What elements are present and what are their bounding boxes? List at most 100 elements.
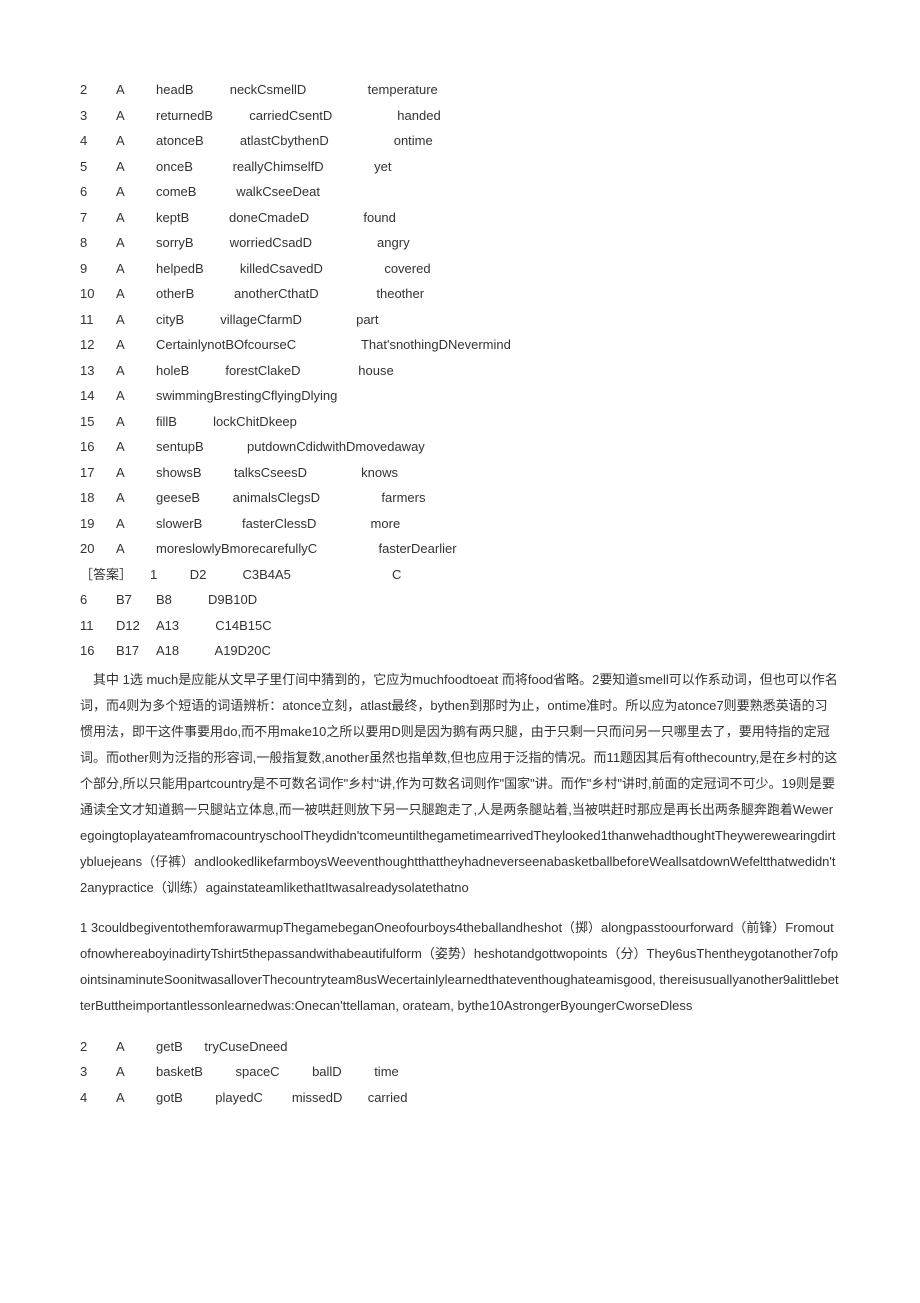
answer-row-text: 1 D2 C3B4A5 C (150, 565, 401, 585)
answer-line-4: 16 B17 A18 A19D20C (80, 641, 840, 661)
question-list-2: 2AgetB tryCuseDneed3AbasketB spaceC ball… (80, 1037, 840, 1108)
option-text: swimmingBrestingCflyingDlying (156, 386, 337, 406)
question-number: 15 (80, 412, 116, 432)
question-row: 9AhelpedB killedCsavedD covered (80, 259, 840, 279)
option-label: A (116, 514, 156, 534)
option-label: A (116, 182, 156, 202)
question-number: 14 (80, 386, 116, 406)
option-text: keptB doneCmadeD found (156, 208, 396, 228)
option-label: A (116, 208, 156, 228)
question-number: 3 (80, 1062, 116, 1082)
option-text: holeB forestClakeD house (156, 361, 394, 381)
answer-text: A13 C14B15C (156, 616, 272, 636)
answer-num: 11 (80, 616, 116, 636)
option-label: A (116, 386, 156, 406)
option-text: slowerB fasterClessD more (156, 514, 400, 534)
question-number: 19 (80, 514, 116, 534)
question-number: 4 (80, 131, 116, 151)
option-text: moreslowlyBmorecarefullyC fasterDearlier (156, 539, 457, 559)
question-row: 19AslowerB fasterClessD more (80, 514, 840, 534)
question-number: 9 (80, 259, 116, 279)
option-label: A (116, 1062, 156, 1082)
option-text: sorryB worriedCsadD angry (156, 233, 410, 253)
question-row: 8AsorryB worriedCsadD angry (80, 233, 840, 253)
option-label: A (116, 1037, 156, 1057)
option-label: A (116, 284, 156, 304)
question-row: 11AcityB villageCfarmD part (80, 310, 840, 330)
question-row: 17AshowsB talksCseesD knows (80, 463, 840, 483)
answer-code: B7 (116, 590, 156, 610)
option-label: A (116, 488, 156, 508)
option-text: helpedB killedCsavedD covered (156, 259, 431, 279)
answer-line-2: 6 B7 B8 D9B10D (80, 590, 840, 610)
question-number: 16 (80, 437, 116, 457)
option-label: A (116, 233, 156, 253)
question-number: 20 (80, 539, 116, 559)
question-row: 2AgetB tryCuseDneed (80, 1037, 840, 1057)
question-number: 12 (80, 335, 116, 355)
question-number: 10 (80, 284, 116, 304)
option-label: A (116, 463, 156, 483)
question-number: 11 (80, 310, 116, 330)
answer-code: D12 (116, 616, 156, 636)
option-label: A (116, 437, 156, 457)
option-text: CertainlynotBOfcourseC That'snothingDNev… (156, 335, 511, 355)
question-row: 20AmoreslowlyBmorecarefullyC fasterDearl… (80, 539, 840, 559)
question-row: 10AotherB anotherCthatD theother (80, 284, 840, 304)
question-number: 7 (80, 208, 116, 228)
option-text: basketB spaceC ballD time (156, 1062, 399, 1082)
question-row: 2AheadB neckCsmellD temperature (80, 80, 840, 100)
question-number: 6 (80, 182, 116, 202)
answer-text: B8 D9B10D (156, 590, 257, 610)
explanation-paragraph: 其中 1选 much是应能从文早子里仃间中猜到的，它应为muchfoodtoea… (80, 667, 840, 901)
question-number: 3 (80, 106, 116, 126)
question-row: 14AswimmingBrestingCflyingDlying (80, 386, 840, 406)
question-row: 6AcomeB walkCseeDeat (80, 182, 840, 202)
option-label: A (116, 335, 156, 355)
question-row: 7AkeptB doneCmadeD found (80, 208, 840, 228)
option-text: atonceB atlastCbythenD ontime (156, 131, 433, 151)
option-text: headB neckCsmellD temperature (156, 80, 438, 100)
answer-line-3: 11 D12 A13 C14B15C (80, 616, 840, 636)
option-text: cityB villageCfarmD part (156, 310, 379, 330)
option-label: A (116, 131, 156, 151)
question-row: 15AfillB lockChitDkeep (80, 412, 840, 432)
answer-num: 16 (80, 641, 116, 661)
option-text: returnedB carriedCsentD handed (156, 106, 441, 126)
option-label: A (116, 106, 156, 126)
question-row: 5AonceB reallyChimselfD yet (80, 157, 840, 177)
question-row: 13AholeB forestClakeD house (80, 361, 840, 381)
question-number: 2 (80, 80, 116, 100)
passage-2: 1 3couldbegiventothemforawarmupThegamebe… (80, 915, 840, 1019)
question-row: 18AgeeseB animalsClegsD farmers (80, 488, 840, 508)
option-text: onceB reallyChimselfD yet (156, 157, 392, 177)
answer-line-1: ［答案］ 1 D2 C3B4A5 C (80, 565, 840, 585)
option-label: A (116, 412, 156, 432)
option-label: A (116, 1088, 156, 1108)
option-text: otherB anotherCthatD theother (156, 284, 424, 304)
question-row: 3AbasketB spaceC ballD time (80, 1062, 840, 1082)
answer-num: 6 (80, 590, 116, 610)
question-row: 16AsentupB putdownCdidwithDmovedaway (80, 437, 840, 457)
question-row: 12ACertainlynotBOfcourseC That'snothingD… (80, 335, 840, 355)
question-number: 5 (80, 157, 116, 177)
question-number: 13 (80, 361, 116, 381)
question-number: 4 (80, 1088, 116, 1108)
option-label: A (116, 157, 156, 177)
option-text: getB tryCuseDneed (156, 1037, 288, 1057)
answer-code: B17 (116, 641, 156, 661)
answer-text: A18 A19D20C (156, 641, 271, 661)
question-number: 2 (80, 1037, 116, 1057)
option-label: A (116, 310, 156, 330)
question-list-1: 2AheadB neckCsmellD temperature3Areturne… (80, 80, 840, 559)
option-label: A (116, 539, 156, 559)
option-label: A (116, 80, 156, 100)
question-row: 4AgotB playedC missedD carried (80, 1088, 840, 1108)
option-text: showsB talksCseesD knows (156, 463, 398, 483)
option-text: sentupB putdownCdidwithDmovedaway (156, 437, 425, 457)
question-row: 4AatonceB atlastCbythenD ontime (80, 131, 840, 151)
question-number: 17 (80, 463, 116, 483)
option-label: A (116, 361, 156, 381)
question-row: 3AreturnedB carriedCsentD handed (80, 106, 840, 126)
option-text: comeB walkCseeDeat (156, 182, 320, 202)
